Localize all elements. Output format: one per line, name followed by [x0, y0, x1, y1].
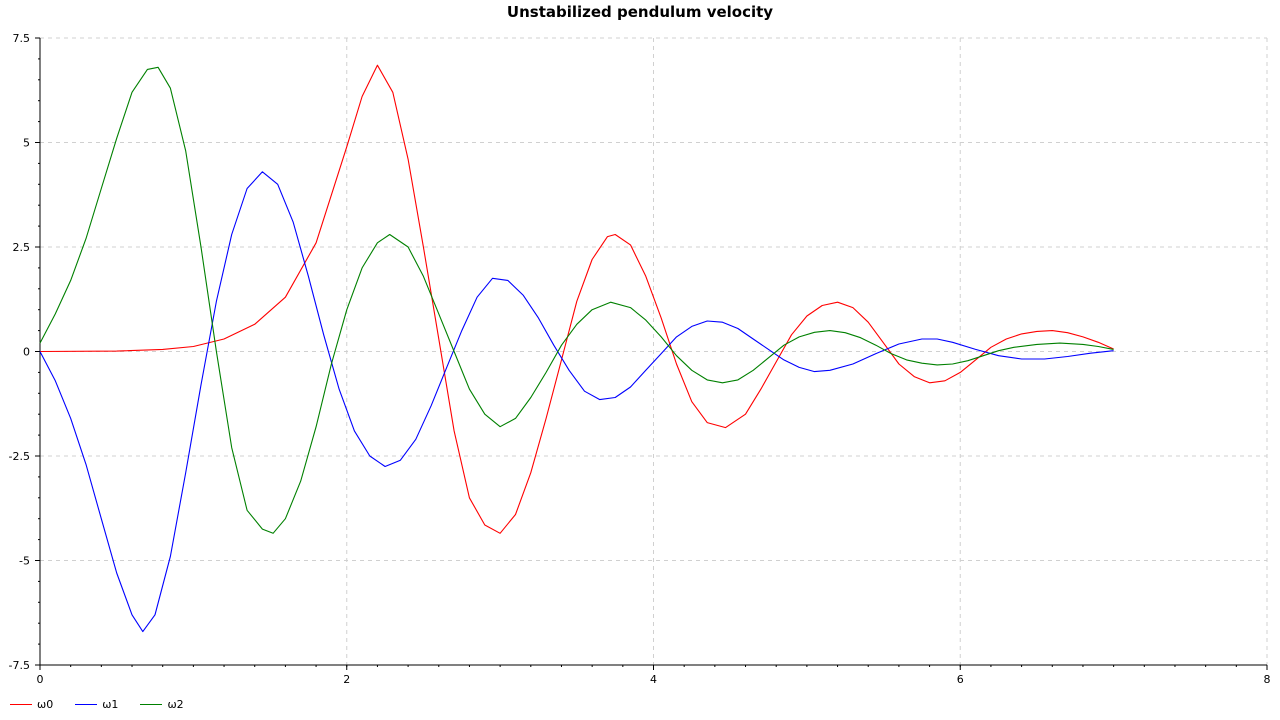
- y-tick-label: -5: [19, 555, 30, 568]
- chart-title: Unstabilized pendulum velocity: [506, 3, 774, 21]
- x-tick-label: 0: [37, 673, 44, 686]
- grid: [40, 37, 1268, 666]
- y-tick-label: 2.5: [13, 241, 31, 254]
- series-line-0: [39, 64, 1114, 534]
- x-tick-label: 2: [343, 673, 350, 686]
- legend-item: ω1: [75, 698, 118, 711]
- y-tick-label: 0: [23, 346, 30, 359]
- x-tick-label: 4: [650, 673, 657, 686]
- x-tick-label: 6: [957, 673, 964, 686]
- legend-swatch: [75, 703, 98, 705]
- y-tick-label: -7.5: [9, 659, 30, 672]
- legend-label: ω1: [102, 697, 119, 711]
- y-tick-label: -2.5: [9, 450, 30, 463]
- x-tick-label: 8: [1264, 673, 1271, 686]
- legend-label: ω2: [167, 697, 184, 711]
- series-line-2: [39, 66, 1114, 534]
- series-line-1: [39, 171, 1114, 633]
- y-tick-label: 5: [23, 137, 30, 150]
- y-tick-label: 7.5: [13, 32, 31, 45]
- legend-item: ω0: [10, 698, 53, 711]
- legend-label: ω0: [37, 697, 54, 711]
- legend-item: ω2: [140, 697, 184, 711]
- legend-swatch: [140, 703, 163, 705]
- legend: ω0 ω1 ω2: [10, 696, 206, 712]
- series-lines: [39, 64, 1114, 633]
- legend-swatch: [10, 703, 32, 705]
- tick-labels: 0 2 4 6 8 -7.5 -5 -2.5 0 2.5 5 7.5: [9, 32, 1271, 686]
